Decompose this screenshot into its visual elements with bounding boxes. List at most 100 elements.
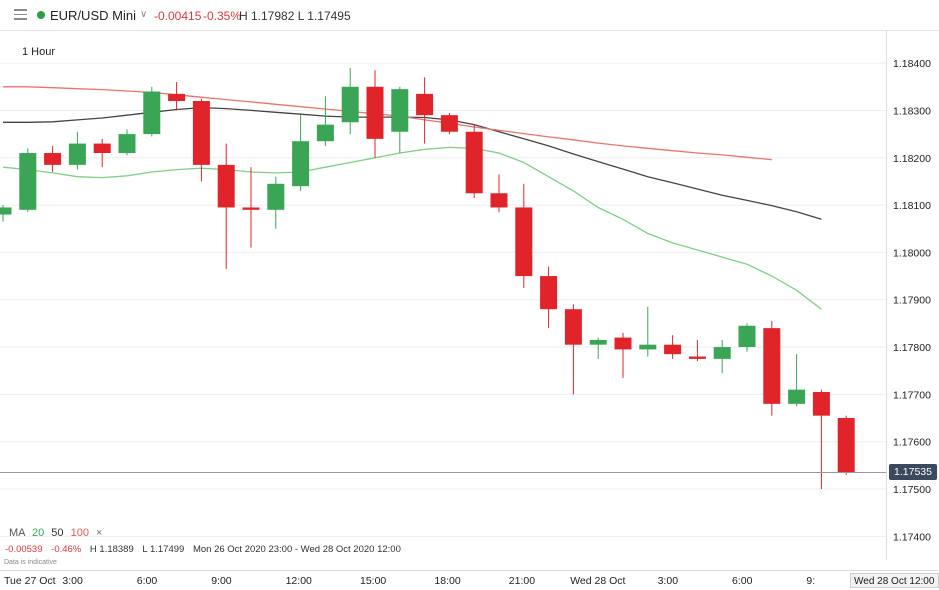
time-axis[interactable]: Tue 27 Oct 3:00 6:00 9:00 12:00 15:00 18:00 21:… [0, 570, 939, 590]
candle[interactable] [688, 339, 706, 362]
candle-body [738, 325, 756, 348]
ma-legend-50[interactable]: 50 [51, 527, 64, 539]
candle-body [19, 153, 37, 210]
candle[interactable] [19, 148, 37, 213]
candle-body [589, 339, 607, 345]
chart-header: EUR/USD Mini ∨ -0.00415 -0.35% H 1.17982… [0, 0, 939, 31]
hamburger-menu-icon[interactable] [14, 9, 27, 21]
candle[interactable] [812, 389, 830, 490]
candle[interactable] [242, 167, 260, 248]
candle-body [639, 344, 657, 350]
close-icon[interactable]: × [96, 527, 103, 539]
candle[interactable] [68, 131, 86, 170]
instrument-name[interactable]: EUR/USD Mini [50, 8, 136, 23]
moving-average-lines [2, 86, 822, 310]
price-tick-8: 1.17600 [893, 437, 931, 449]
candle-body [614, 337, 632, 350]
candle[interactable] [639, 306, 657, 357]
ma-line-ma-100 [3, 86, 772, 161]
candle[interactable] [440, 112, 458, 135]
price-change: -0.00415 [154, 9, 202, 23]
price-tick-1: 1.18300 [893, 105, 931, 117]
range-low: L 1.17499 [142, 544, 185, 555]
candle-body [168, 93, 186, 101]
candle[interactable] [292, 115, 310, 191]
candle[interactable] [465, 124, 483, 198]
candle-body [217, 164, 235, 208]
candle[interactable] [0, 205, 12, 222]
price-tick-4: 1.18000 [893, 247, 931, 259]
market-status-icon [37, 11, 45, 19]
grid-lines [0, 62, 886, 537]
ma-line-ma-20 [2, 146, 822, 310]
candle[interactable] [664, 335, 682, 359]
candle[interactable] [564, 304, 582, 395]
candle[interactable] [168, 82, 186, 111]
candle-body [788, 389, 806, 404]
candle[interactable] [515, 183, 533, 288]
candle-body [540, 276, 558, 310]
candle[interactable] [763, 321, 781, 416]
candle[interactable] [93, 138, 111, 168]
ma-legend-20[interactable]: 20 [31, 527, 45, 539]
time-tick-10: 6:00 [732, 575, 753, 587]
time-tick-8: Wed 28 Oct [570, 575, 626, 587]
price-axis[interactable] [886, 30, 939, 560]
range-high: H 1.18389 [89, 544, 134, 555]
price-tick-2: 1.18200 [893, 153, 931, 165]
time-tick-2: 6:00 [136, 575, 158, 587]
timeframe-label[interactable]: 1 Hour [22, 46, 56, 58]
candle-body [564, 309, 582, 345]
candle[interactable] [341, 67, 359, 135]
candle[interactable] [614, 332, 632, 378]
candle[interactable] [192, 98, 210, 182]
candle-body [688, 356, 706, 359]
price-ticks: 1.18400 1.18300 1.18200 1.18100 1.18000 1.179… [893, 58, 931, 543]
price-tick-3: 1.18100 [893, 200, 931, 212]
candle[interactable] [118, 129, 136, 156]
candle[interactable] [391, 86, 409, 154]
candle[interactable] [540, 266, 558, 329]
candle-body [68, 143, 86, 165]
time-tick-5: 15:00 [360, 575, 387, 587]
time-tick-7: 21:00 [508, 575, 536, 587]
ma-legend: MA 20 50 100 × [9, 527, 102, 539]
cursor-time-label: Wed 28 Oct 12:00 [850, 573, 939, 588]
time-tick-11: 9: [806, 575, 816, 587]
price-change-pct: -0.35% [203, 9, 242, 23]
candle-body [242, 207, 260, 210]
time-tick-4: 12:00 [285, 575, 312, 587]
candle-body [812, 392, 830, 416]
candle[interactable] [217, 143, 235, 269]
candle-body [664, 344, 682, 355]
candles [0, 67, 855, 490]
price-tick-5: 1.17900 [893, 295, 931, 307]
candle[interactable] [713, 339, 731, 374]
candle[interactable] [490, 174, 508, 213]
candle[interactable] [837, 415, 855, 475]
candle-body [44, 153, 62, 165]
range-stats: -0.00539 -0.46% H 1.18389 L 1.17499 Mon … [5, 544, 401, 555]
candle[interactable] [143, 86, 161, 137]
candle[interactable] [267, 176, 285, 229]
time-tick-0: Tue 27 Oct [4, 575, 56, 587]
price-tick-9: 1.17500 [893, 484, 931, 496]
time-tick-3: 9:00 [211, 575, 232, 587]
candle[interactable] [44, 145, 62, 172]
candle[interactable] [738, 323, 756, 352]
candle[interactable] [316, 96, 334, 146]
candle[interactable] [366, 70, 384, 158]
candle[interactable] [788, 354, 806, 407]
candle[interactable] [416, 77, 434, 144]
chevron-down-icon[interactable]: ∨ [140, 9, 148, 20]
ma-legend-label: MA [9, 527, 25, 539]
ma-legend-100[interactable]: 100 [70, 527, 89, 539]
candle-body [440, 115, 458, 132]
time-tick-6: 18:00 [434, 575, 461, 587]
candle-body [490, 193, 508, 208]
candle-body [391, 89, 409, 132]
candle-body [316, 124, 334, 142]
candle-body [0, 207, 12, 215]
candle[interactable] [589, 337, 607, 359]
